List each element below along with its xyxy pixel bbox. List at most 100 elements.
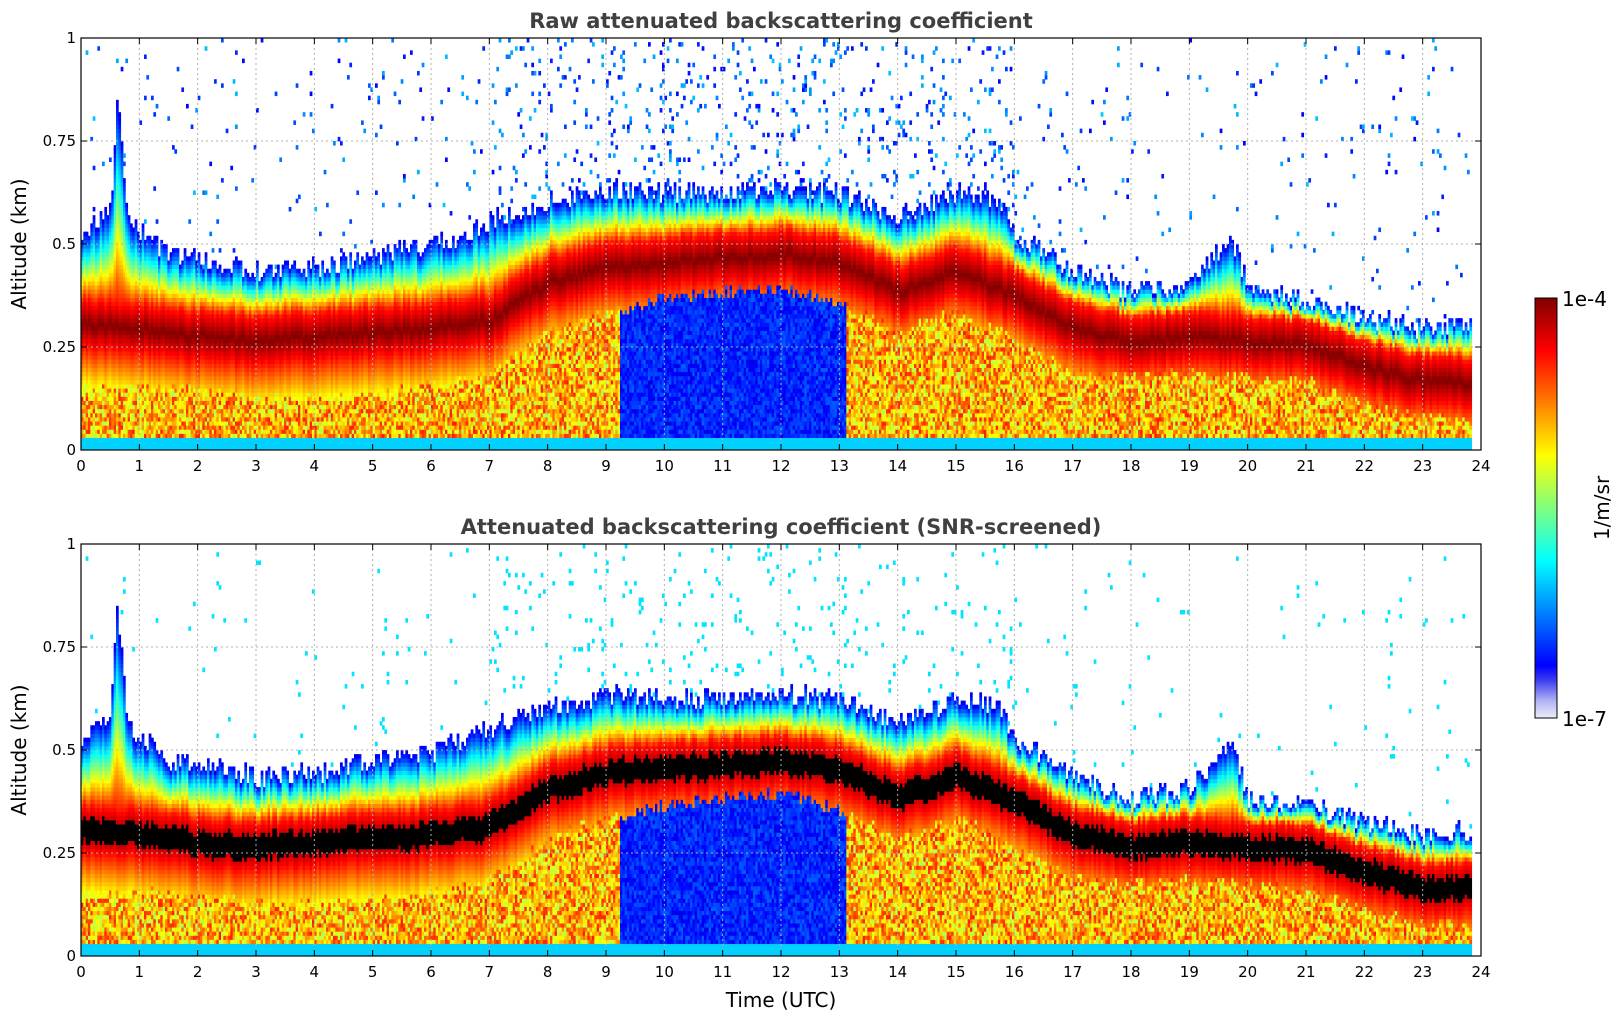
- heatmap-cell: [125, 438, 128, 443]
- heatmap-cell: [156, 302, 159, 307]
- heatmap-cell: [205, 281, 208, 286]
- heatmap-cell: [237, 285, 240, 290]
- heatmap-cell: [268, 351, 271, 356]
- heatmap-cell: [121, 67, 124, 72]
- heatmap-cell: [114, 384, 117, 389]
- heatmap-cell: [118, 137, 121, 142]
- heatmap-cell: [209, 310, 212, 315]
- heatmap-cell: [291, 322, 294, 327]
- heatmap-cell: [95, 347, 98, 352]
- heatmap-cell: [186, 409, 189, 414]
- heatmap-cell: [221, 331, 224, 336]
- heatmap-cell: [170, 392, 173, 397]
- heatmap-cell: [212, 405, 215, 410]
- heatmap-cell: [172, 363, 175, 368]
- heatmap-cell: [125, 248, 128, 253]
- heatmap-cell: [275, 331, 278, 336]
- heatmap-cell: [247, 413, 250, 418]
- heatmap-cell: [235, 372, 238, 377]
- heatmap-cell: [293, 355, 296, 360]
- heatmap-cell: [261, 318, 264, 323]
- heatmap-cell: [193, 293, 196, 298]
- heatmap-cell: [128, 244, 131, 249]
- heatmap-cell: [268, 281, 271, 286]
- heatmap-cell: [202, 425, 205, 430]
- heatmap-cell: [160, 347, 163, 352]
- heatmap-cell: [221, 405, 224, 410]
- heatmap-cell: [279, 351, 282, 356]
- heatmap-cell: [188, 318, 191, 323]
- heatmap-cell: [144, 396, 147, 401]
- heatmap-cell: [244, 368, 247, 373]
- heatmap-cell: [114, 343, 117, 348]
- heatmap-cell: [118, 149, 121, 154]
- heatmap-cell: [286, 269, 289, 274]
- heatmap-cell: [214, 363, 217, 368]
- heatmap-cell: [221, 326, 224, 331]
- heatmap-cell: [272, 318, 275, 323]
- heatmap-cell: [156, 347, 159, 352]
- heatmap-cell: [135, 401, 138, 406]
- heatmap-cell: [219, 248, 222, 253]
- heatmap-cell: [102, 289, 105, 294]
- heatmap-cell: [130, 335, 133, 340]
- heatmap-cell: [277, 306, 280, 311]
- heatmap-cell: [130, 359, 133, 364]
- heatmap-cell: [151, 289, 154, 294]
- heatmap-cell: [90, 306, 93, 311]
- heatmap-cell: [226, 298, 229, 303]
- heatmap-cell: [310, 293, 313, 298]
- heatmap-cell: [188, 310, 191, 315]
- heatmap-cell: [258, 434, 261, 439]
- heatmap-cell: [165, 331, 168, 336]
- heatmap-cell: [111, 318, 114, 323]
- heatmap-cell: [100, 331, 103, 336]
- heatmap-cell: [132, 314, 135, 319]
- heatmap-cell: [135, 252, 138, 257]
- heatmap-cell: [303, 306, 306, 311]
- heatmap-cell: [310, 421, 313, 426]
- heatmap-cell: [104, 409, 107, 414]
- heatmap-cell: [165, 442, 168, 447]
- heatmap-cell: [205, 285, 208, 290]
- heatmap-cell: [284, 376, 287, 381]
- heatmap-cell: [305, 302, 308, 307]
- heatmap-cell: [170, 318, 173, 323]
- heatmap-cell: [244, 413, 247, 418]
- heatmap-cell: [102, 351, 105, 356]
- heatmap-cell: [118, 182, 121, 187]
- heatmap-cell: [268, 285, 271, 290]
- heatmap-cell: [179, 421, 182, 426]
- heatmap-cell: [149, 396, 152, 401]
- heatmap-cell: [114, 392, 117, 397]
- heatmap-cell: [88, 405, 91, 410]
- heatmap-cell: [125, 260, 128, 265]
- heatmap-cell: [149, 293, 152, 298]
- heatmap-cell: [116, 215, 119, 220]
- heatmap-cell: [146, 405, 149, 410]
- heatmap-cell: [293, 277, 296, 282]
- heatmap-cell: [310, 314, 313, 319]
- heatmap-cell: [277, 273, 280, 278]
- heatmap-cell: [177, 293, 180, 298]
- heatmap-cell: [107, 388, 110, 393]
- heatmap-cell: [193, 429, 196, 434]
- heatmap-cell: [100, 269, 103, 274]
- heatmap-cell: [130, 302, 133, 307]
- heatmap-cell: [111, 405, 114, 410]
- heatmap-cell: [307, 376, 310, 381]
- heatmap-cell: [247, 351, 250, 356]
- heatmap-cell: [307, 314, 310, 319]
- heatmap-cell: [230, 409, 233, 414]
- heatmap-cell: [275, 306, 278, 311]
- heatmap-cell: [193, 401, 196, 406]
- heatmap-cell: [177, 421, 180, 426]
- heatmap-cell: [233, 388, 236, 393]
- heatmap-cell: [97, 260, 100, 265]
- heatmap-cell: [156, 413, 159, 418]
- heatmap-cell: [272, 322, 275, 327]
- heatmap-cell: [209, 232, 212, 237]
- heatmap-cell: [104, 302, 107, 307]
- heatmap-cell: [95, 372, 98, 377]
- heatmap-cell: [146, 318, 149, 323]
